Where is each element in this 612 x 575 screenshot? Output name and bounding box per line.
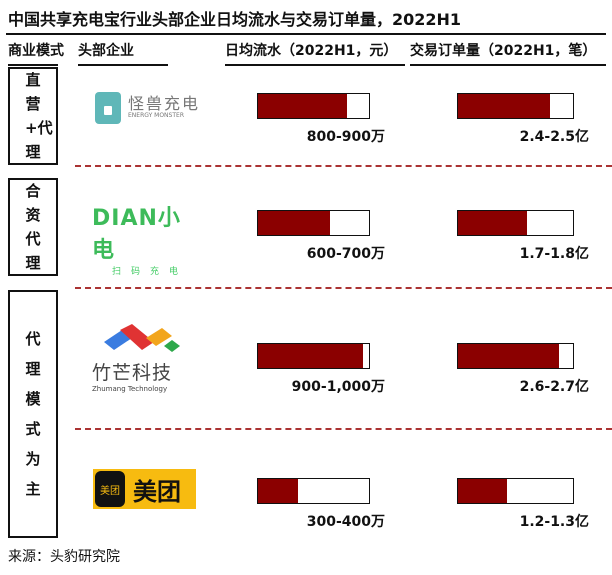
flow-bar-fill (258, 344, 364, 368)
source-note: 来源：头豹研究院 (8, 549, 120, 565)
logo-dian: DIAN小电 扫码充电 (92, 200, 202, 277)
company-name: DIAN小电 (92, 206, 181, 263)
model-box-agent: 代理模式为主 (8, 290, 58, 538)
logo-meituan: 美团 美团 (93, 469, 196, 509)
flow-bar-fill (258, 211, 331, 235)
orders-value: 2.4-2.5亿 (519, 129, 589, 145)
header-orders: 交易订单量（2022H1，笔） (410, 40, 606, 66)
flow-bar (257, 210, 370, 236)
flow-value: 900-1,000万 (291, 379, 385, 395)
flow-bar-fill (258, 94, 347, 118)
orders-value: 1.2-1.3亿 (519, 514, 589, 530)
model-label: 合资代理 (25, 182, 41, 272)
flow-bar (257, 478, 370, 504)
logo-zhumang: 竹芒科技 Zhumang Technology (92, 320, 202, 393)
page-title: 中国共享充电宝行业头部企业日均流水与交易订单量，2022H1 (8, 10, 462, 29)
orders-bar (457, 210, 574, 236)
model-box-direct: 直营+代理 (8, 67, 58, 165)
flow-value: 300-400万 (306, 514, 385, 530)
model-box-jv: 合资代理 (8, 178, 58, 276)
company-name: 竹芒科技 (92, 362, 173, 384)
flow-value: 800-900万 (306, 129, 385, 145)
zhumang-mark-icon (104, 324, 180, 352)
flow-value: 600-700万 (306, 246, 385, 262)
orders-value: 1.7-1.8亿 (519, 246, 589, 262)
model-label: 代理模式为主 (25, 330, 41, 498)
divider (75, 287, 612, 289)
orders-bar (457, 343, 574, 369)
flow-bar (257, 343, 370, 369)
flow-bar (257, 93, 370, 119)
divider (75, 165, 612, 167)
orders-bar-fill (458, 94, 550, 118)
company-sub: ENERGY MONSTER (128, 112, 184, 119)
company-name: 美团 (133, 477, 181, 506)
company-sub: 美团 (95, 471, 125, 507)
flow-bar-fill (258, 479, 298, 503)
company-name: 怪兽充电 (128, 94, 201, 113)
orders-bar-fill (458, 479, 508, 503)
divider (75, 428, 612, 430)
header-model: 商业模式 (8, 40, 64, 66)
orders-bar-fill (458, 211, 527, 235)
title-rule (6, 33, 606, 35)
company-sub: 扫码充电 (112, 267, 189, 277)
header-company: 头部企业 (78, 40, 168, 66)
battery-icon (95, 92, 121, 124)
logo-energy-monster: 怪兽充电 ENERGY MONSTER (95, 88, 205, 128)
orders-bar (457, 93, 574, 119)
orders-value: 2.6-2.7亿 (519, 379, 589, 395)
orders-bar-fill (458, 344, 560, 368)
model-label: 直营+代理 (25, 71, 53, 161)
company-sub: Zhumang Technology (92, 385, 168, 393)
header-flow: 日均流水（2022H1，元） (225, 40, 405, 66)
orders-bar (457, 478, 574, 504)
